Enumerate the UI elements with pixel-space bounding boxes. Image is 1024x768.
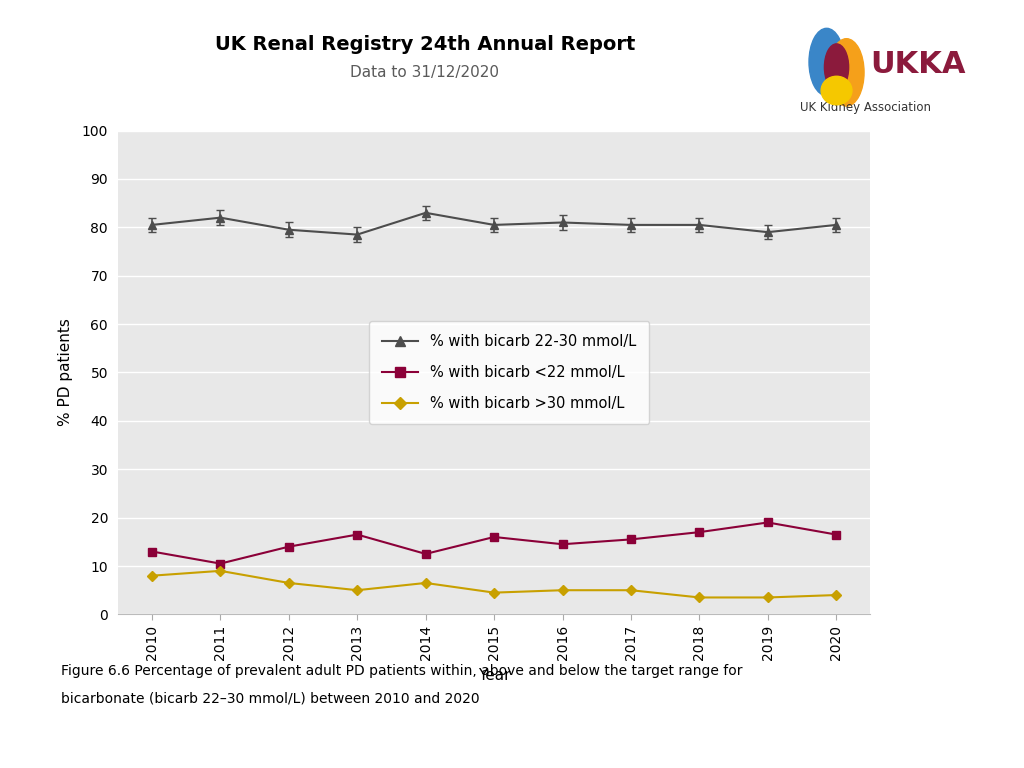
Text: Data to 31/12/2020: Data to 31/12/2020 [350,65,500,81]
Text: UK Kidney Association: UK Kidney Association [800,101,931,114]
Ellipse shape [824,44,849,91]
Ellipse shape [821,76,852,104]
Text: UKKA: UKKA [870,50,967,79]
Text: UK Renal Registry 24th Annual Report: UK Renal Registry 24th Annual Report [215,35,635,54]
Text: bicarbonate (bicarb 22–30 mmol/L) between 2010 and 2020: bicarbonate (bicarb 22–30 mmol/L) betwee… [61,691,480,705]
Text: Figure 6.6 Percentage of prevalent adult PD patients within, above and below the: Figure 6.6 Percentage of prevalent adult… [61,664,743,678]
Ellipse shape [809,28,844,96]
Y-axis label: % PD patients: % PD patients [58,319,74,426]
X-axis label: Year: Year [478,668,510,684]
Legend: % with bicarb 22-30 mmol/L, % with bicarb <22 mmol/L, % with bicarb >30 mmol/L: % with bicarb 22-30 mmol/L, % with bicar… [369,321,649,424]
Ellipse shape [828,38,864,106]
